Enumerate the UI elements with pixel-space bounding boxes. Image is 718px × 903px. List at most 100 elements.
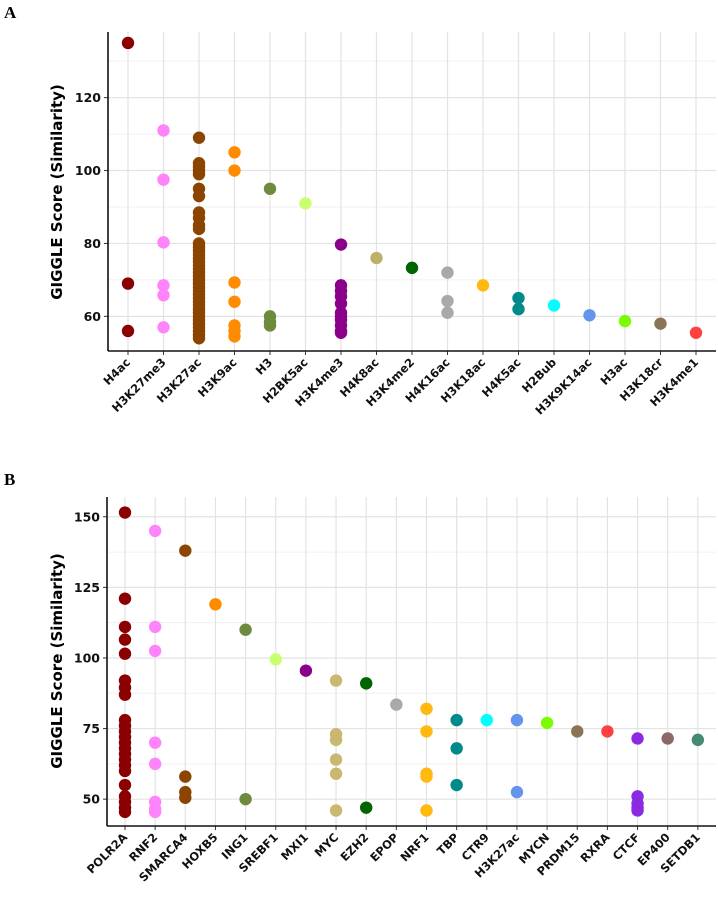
x-tick-label-h4ac: H4ac xyxy=(100,355,133,388)
data-point-h3k27ac xyxy=(510,785,524,799)
y-axis-label: GIGGLE Score (Similarity) xyxy=(48,553,66,769)
data-point-rnf2 xyxy=(148,620,162,634)
y-tick-label: 120 xyxy=(75,90,101,105)
data-point-h3k27ac xyxy=(192,167,206,181)
data-point-polr2a xyxy=(118,778,132,792)
data-point-ezh2 xyxy=(360,801,373,814)
data-point-h4ac xyxy=(121,36,135,50)
data-point-h3k4me3 xyxy=(334,238,348,251)
data-point-rnf2 xyxy=(148,644,162,658)
data-point-ctcf xyxy=(631,732,644,745)
data-point-h3k4me3 xyxy=(334,297,348,310)
data-point-h3k9ac xyxy=(228,295,241,308)
x-tick-label-myc: MYC xyxy=(312,830,342,860)
x-tick-label-nrf1: NRF1 xyxy=(397,830,431,864)
panel-letter-a: A xyxy=(4,3,17,22)
data-point-myc xyxy=(329,674,343,687)
data-point-ezh2 xyxy=(360,677,373,690)
data-point-myc xyxy=(329,733,343,747)
data-point-h4ac xyxy=(121,277,135,290)
data-point-h3k27ac xyxy=(192,189,206,203)
data-point-h3k9ac xyxy=(228,164,241,177)
data-point-myc xyxy=(329,767,343,780)
data-point-nrf1 xyxy=(420,725,433,738)
y-tick-label: 150 xyxy=(74,509,100,524)
data-point-h4ac xyxy=(121,324,135,338)
data-point-nrf1 xyxy=(420,770,433,783)
data-point-myc xyxy=(329,804,343,817)
y-axis-label: GIGGLE Score (Similarity) xyxy=(48,84,66,300)
data-point-h3k9ac xyxy=(228,276,241,289)
data-point-smarca4 xyxy=(179,770,192,783)
data-point-ctr9 xyxy=(480,713,493,727)
data-point-h3k9k14ac xyxy=(583,309,596,322)
data-point-smarca4 xyxy=(179,544,192,557)
data-point-polr2a xyxy=(118,633,132,646)
data-point-h4k16ac xyxy=(441,266,454,279)
data-point-h3k27me3 xyxy=(157,173,170,186)
data-point-h4k16ac xyxy=(441,294,454,308)
data-point-h3 xyxy=(263,182,277,195)
y-tick-label: 100 xyxy=(75,163,101,178)
data-point-h3k27me3 xyxy=(157,124,170,137)
data-point-h3k27me3 xyxy=(157,236,170,249)
data-point-h3k4me1 xyxy=(689,326,703,339)
data-point-h3k27ac xyxy=(192,332,206,345)
data-point-epop xyxy=(390,698,403,711)
panel-letter-b: B xyxy=(4,470,15,489)
data-point-h3k4me3 xyxy=(334,326,348,339)
x-tick-label-ezh2: EZH2 xyxy=(338,830,372,864)
data-point-h3k27me3 xyxy=(157,321,170,334)
data-point-setdb1 xyxy=(691,733,705,747)
data-point-h3k9ac xyxy=(228,146,241,159)
data-point-ep400 xyxy=(661,732,674,745)
data-point-h3k27ac xyxy=(510,713,524,727)
x-tick-label-polr2a: POLR2A xyxy=(84,830,130,876)
data-point-h3k27me3 xyxy=(157,279,170,292)
data-point-h4k8ac xyxy=(370,251,383,265)
data-point-mycn xyxy=(540,716,554,730)
data-point-hoxb5 xyxy=(209,598,222,611)
x-tick-label-rxra: RXRA xyxy=(578,830,613,865)
x-tick-label-h3k9ac: H3K9ac xyxy=(195,355,240,400)
panel-b-chart: 5075100125150POLR2ARNF2SMARCA4HOXB5ING1S… xyxy=(48,497,716,885)
data-point-polr2a xyxy=(118,647,132,660)
data-point-h2bub xyxy=(547,299,561,312)
y-tick-label: 75 xyxy=(83,721,100,736)
x-tick-label-h4k5ac: H4K5ac xyxy=(479,355,524,400)
data-point-h2bk5ac xyxy=(299,197,312,210)
data-point-rnf2 xyxy=(148,805,162,819)
y-tick-label: 100 xyxy=(74,650,100,665)
data-point-tbp xyxy=(450,778,463,792)
data-point-mxi1 xyxy=(299,664,313,677)
data-point-nrf1 xyxy=(420,804,433,817)
data-point-nrf1 xyxy=(420,702,433,716)
data-point-ing1 xyxy=(239,623,252,636)
data-point-h3k9ac xyxy=(228,330,241,343)
data-point-h3k27me3 xyxy=(157,289,170,302)
data-point-polr2a xyxy=(118,620,132,634)
data-point-polr2a xyxy=(118,805,132,819)
x-tick-label-h3: H3 xyxy=(253,355,275,377)
data-point-h3k4me2 xyxy=(405,261,419,275)
data-point-h4k16ac xyxy=(441,306,454,319)
y-tick-label: 60 xyxy=(84,309,102,324)
data-point-h3k18cr xyxy=(654,317,667,330)
data-point-smarca4 xyxy=(179,791,192,804)
data-point-h3 xyxy=(263,319,277,332)
data-point-polr2a xyxy=(118,764,132,778)
x-tick-label-mxi1: MXI1 xyxy=(278,830,311,863)
data-point-rnf2 xyxy=(148,736,162,749)
data-point-rnf2 xyxy=(148,757,162,771)
data-point-h4k5ac xyxy=(512,302,525,316)
data-point-prdm15 xyxy=(571,725,584,738)
data-point-ctcf xyxy=(631,804,644,817)
data-point-ing1 xyxy=(239,792,252,806)
y-tick-label: 125 xyxy=(74,580,100,595)
y-tick-label: 80 xyxy=(84,236,102,251)
data-point-h3k18ac xyxy=(476,279,490,292)
data-point-h4k5ac xyxy=(512,291,525,305)
data-point-h3k27ac xyxy=(192,222,206,236)
data-point-tbp xyxy=(450,742,463,755)
